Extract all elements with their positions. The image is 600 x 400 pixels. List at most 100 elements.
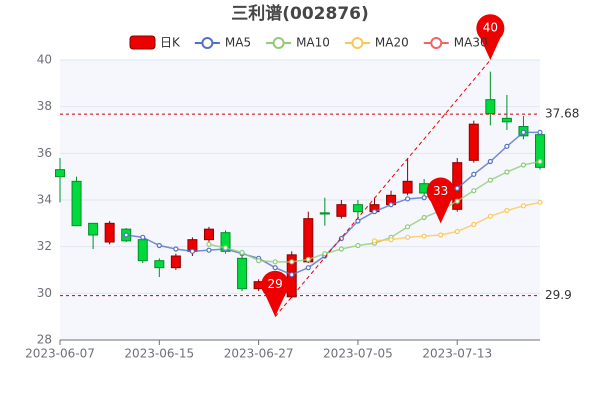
ma-point [520,203,527,209]
candle-body [71,180,82,227]
candle-body [402,180,413,194]
legend-item: 日K [129,35,181,50]
ma-point [371,238,378,244]
ma-point [289,259,295,265]
x-tick-label: 2023-06-07 [25,347,95,361]
candle-body [154,260,165,269]
mark-pin-label: 29 [268,277,283,291]
ma-point [322,251,328,257]
ma-point [421,195,427,201]
legend-label: 日K [160,36,181,50]
ma-point [355,218,361,224]
mark-line-label: 37.68 [545,107,579,121]
mark-pin-label: 40 [483,21,498,35]
ma-point [222,245,229,251]
ma-point [421,233,427,239]
ma-point [338,246,344,252]
ma-point [371,209,378,215]
legend-item: MA5 [194,36,251,50]
ma-line [126,131,540,276]
legend-label: MA20 [375,36,409,50]
ma-point [388,202,394,208]
ma-point [404,196,411,202]
ma-point [404,224,411,230]
y-tick-label: 40 [37,53,52,67]
x-tick-label: 2023-06-27 [224,347,294,361]
candle-body [319,212,330,215]
ma-point [404,234,411,240]
candle-body [468,123,479,161]
chart-title: 三利谱(002876) [231,3,369,24]
ma-point [471,188,477,194]
x-tick-label: 2023-07-05 [323,347,393,361]
y-tick-label: 36 [37,146,52,160]
legend-label: MA5 [225,36,251,50]
ma-point [537,129,543,135]
ma-point [206,241,212,247]
ma-point [305,265,311,271]
legend-swatch [201,37,214,49]
candle-body [336,204,347,217]
y-tick-label: 38 [37,99,52,113]
ma-point [156,242,162,249]
y-tick-label: 32 [37,239,52,253]
legend-swatch [129,35,156,50]
candle-body [104,222,115,243]
ma-point [454,185,460,191]
candle-body [237,257,248,290]
candle-body [303,218,314,263]
ma-point [454,198,460,204]
ma-point [504,143,510,149]
ma-point [140,234,146,240]
ma-point [487,213,493,219]
mark-pin-label: 33 [433,184,448,198]
ma-point [272,259,278,265]
mark-line-label: 29.9 [545,288,572,302]
ma-point [454,228,460,235]
ma-point [173,246,179,252]
ma-point [421,214,427,221]
ma-point [520,129,527,135]
ma-point [189,248,196,254]
ma-point [537,158,543,165]
legend-item: MA10 [266,36,330,50]
y-tick-label: 30 [37,286,52,300]
candle-body [137,239,148,262]
legend-item: MA20 [344,36,409,50]
y-tick-label: 28 [37,333,52,347]
candle-body [203,228,214,241]
ma-point [438,232,444,238]
ma-point [471,171,477,177]
candle-body [352,204,363,213]
ma-point [504,207,510,214]
ma-point [239,249,245,256]
ma-point [256,258,262,264]
legend-label: MA30 [454,36,488,50]
candle-body [170,255,181,269]
ma-point [487,177,493,183]
candle-body [88,222,99,236]
candle-body [501,117,512,123]
ma-point [305,256,311,263]
ma-point [289,272,295,278]
ma-point [272,265,278,271]
x-tick-label: 2023-06-15 [124,347,194,361]
y-tick-label: 34 [37,193,52,207]
mark-pin [261,270,290,317]
ma-point [123,232,129,238]
ma-point [355,242,361,249]
legend-item: MA30 [423,36,488,50]
ma-point [487,158,493,165]
ma-point [520,162,527,168]
mark-pin [476,14,505,60]
legend-label: MA10 [296,36,330,50]
ma-point [206,247,212,253]
legend-swatch [272,37,285,49]
legend-swatch [351,37,364,49]
mark-pin [426,177,455,224]
x-tick-label: 2023-07-13 [422,347,492,361]
ma-point [471,221,477,228]
ma-point [537,199,543,205]
